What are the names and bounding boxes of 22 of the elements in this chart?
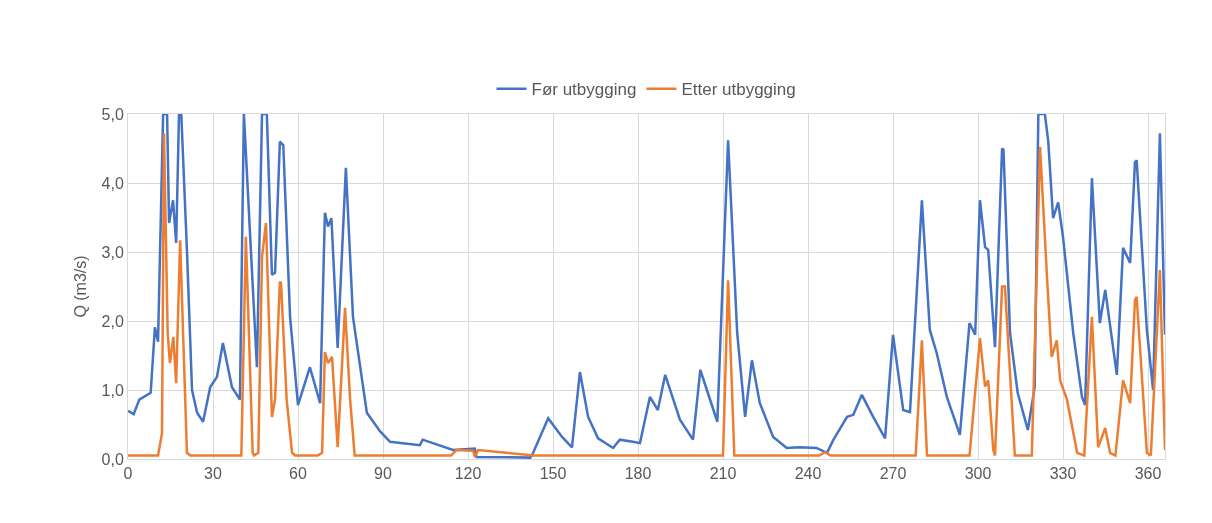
y-tick-label: 3,0 [101, 243, 124, 261]
x-tick-label: 330 [1049, 465, 1077, 483]
x-tick-label: 150 [539, 465, 567, 483]
x-tick-label: 210 [709, 465, 737, 483]
x-tick-label: 120 [454, 465, 482, 483]
x-tick-label: 300 [964, 465, 992, 483]
y-tick-label: 4,0 [101, 174, 124, 192]
legend-label: Etter utbygging [681, 80, 796, 100]
x-tick-label: 30 [204, 465, 222, 483]
y-axis-title: Q (m3/s) [72, 255, 89, 318]
y-tick-label: 5,0 [101, 105, 124, 123]
legend-label: Før utbygging [531, 80, 637, 100]
x-tick-label: 240 [794, 465, 822, 483]
x-tick-label: 60 [289, 465, 307, 483]
y-tick-label: 1,0 [101, 381, 124, 399]
x-tick-label: 90 [374, 465, 392, 483]
x-tick-label: 270 [879, 465, 907, 483]
x-tick-label: 180 [624, 465, 652, 483]
x-tick-label: 0 [123, 465, 133, 483]
y-tick-label: 0,0 [101, 450, 124, 468]
x-tick-label: 360 [1134, 465, 1162, 483]
y-tick-label: 2,0 [101, 312, 124, 330]
